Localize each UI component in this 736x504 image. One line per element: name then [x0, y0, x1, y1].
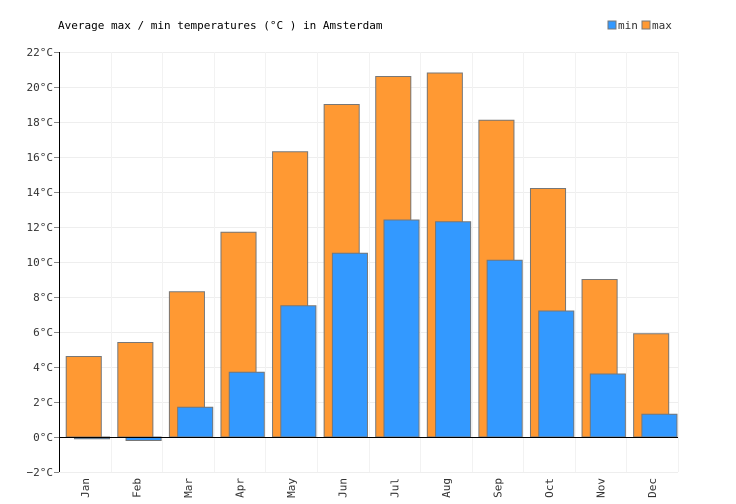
bar-min-oct: [538, 310, 575, 438]
bar-min-aug: [435, 221, 472, 438]
y-tick-label: 6°C: [33, 326, 53, 339]
x-tick-label: Nov: [595, 478, 608, 498]
bar-min-sep: [486, 259, 523, 438]
bar-min-jun: [331, 252, 368, 438]
bar-min-apr: [228, 371, 265, 438]
y-tick-label: 2°C: [33, 396, 53, 409]
legend-swatch-max: [641, 20, 651, 30]
x-tick-label: Feb: [130, 478, 143, 498]
x-tick-label: Jul: [388, 478, 401, 498]
legend-swatch-min: [607, 20, 617, 30]
y-tick-label: 20°C: [27, 81, 54, 94]
bar-min-mar: [177, 406, 214, 438]
y-tick-label: 22°C: [27, 46, 54, 59]
x-tick-label: Mar: [182, 478, 195, 498]
bar-max-feb: [117, 342, 154, 438]
x-tick-label: May: [285, 478, 298, 498]
bar-min-nov: [589, 373, 626, 438]
bar-min-jul: [383, 219, 420, 438]
y-tick-label: 8°C: [33, 291, 53, 304]
x-tick-label: Jan: [79, 478, 92, 498]
y-tick-label: 12°C: [27, 221, 54, 234]
x-tick-label: Apr: [234, 478, 247, 498]
x-tick-label: Sep: [491, 478, 504, 498]
legend-label-max: max: [652, 19, 672, 32]
x-tick-label: Jun: [337, 478, 350, 498]
x-tick-label: Aug: [440, 478, 453, 498]
grid: [59, 52, 679, 473]
y-tick-label: 16°C: [27, 151, 54, 164]
legend-label-min: min: [618, 19, 638, 32]
legend: min max: [607, 19, 672, 32]
bar-min-dec: [641, 413, 678, 438]
chart-title: Average max / min temperatures (°C ) in …: [58, 19, 383, 32]
bar-max-jan: [65, 356, 102, 438]
y-tick-label: 4°C: [33, 361, 53, 374]
x-tick-label: Oct: [543, 478, 556, 498]
bar-min-may: [280, 305, 317, 438]
y-tick-label: 10°C: [27, 256, 54, 269]
x-tick-label: Dec: [646, 478, 659, 498]
y-tick-label: −2°C: [27, 466, 54, 479]
y-tick-label: 14°C: [27, 186, 54, 199]
axes: −2°C 0°C 2°C 4°C 6°C 8°C 10°C 12°C 14°C 16°C 18°C 2…: [27, 46, 678, 498]
y-tick-label: 0°C: [33, 431, 53, 444]
y-tick-label: 18°C: [27, 116, 54, 129]
bars: [65, 72, 678, 441]
